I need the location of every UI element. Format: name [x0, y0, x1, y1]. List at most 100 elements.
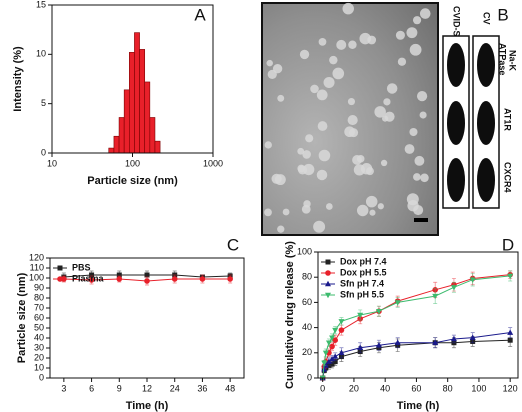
y-tick-label: 60: [302, 297, 312, 307]
x-tick-label: 20: [349, 383, 359, 393]
bar: [118, 117, 125, 154]
y-tick-label: 90: [34, 282, 44, 292]
particle: [267, 69, 277, 79]
point: [88, 277, 95, 283]
point: [357, 344, 364, 350]
legend-label: Dox pH 5.5: [340, 267, 387, 277]
legend-marker: [325, 292, 331, 299]
particle: [369, 209, 376, 216]
point: [507, 273, 514, 280]
panel-label: C: [227, 235, 239, 254]
particle: [409, 127, 418, 137]
particle: [404, 144, 415, 154]
y-tick-label: 30: [34, 342, 44, 352]
series-line: [322, 332, 511, 379]
bar: [139, 49, 146, 154]
point: [432, 339, 439, 345]
x-tick-label: 24: [170, 383, 180, 393]
x-tick-label: 0: [320, 383, 325, 393]
point: [375, 342, 382, 348]
particle: [297, 164, 306, 173]
bar: [108, 147, 115, 154]
y-tick-label: 120: [29, 252, 44, 262]
particle: [318, 149, 331, 162]
legend-label: Sfn pH 5.5: [340, 289, 384, 299]
x-tick-label: 6: [89, 383, 94, 393]
x-tick-label: 12: [142, 383, 152, 393]
particle: [303, 200, 311, 208]
x-tick-label: 48: [225, 383, 235, 393]
point: [332, 353, 339, 359]
point: [338, 319, 345, 325]
particle: [374, 106, 386, 118]
particle: [310, 84, 319, 94]
particle: [277, 94, 285, 102]
legend-marker: [325, 259, 331, 265]
point: [394, 339, 401, 345]
particle: [317, 121, 328, 131]
x-tick-label: 9: [117, 383, 122, 393]
y-tick-label: 80: [302, 272, 312, 282]
point: [144, 272, 150, 278]
y-tick-label: 15: [36, 0, 46, 9]
y-tick-label: 20: [34, 352, 44, 362]
particle: [277, 225, 285, 233]
bar: [113, 135, 120, 154]
panel-label: B: [497, 5, 508, 24]
legend-marker: [57, 265, 63, 271]
y-tick-label: 70: [34, 302, 44, 312]
particle: [342, 2, 354, 15]
y-tick-label: 0: [39, 372, 44, 382]
point: [329, 361, 335, 367]
y-tick-label: 110: [30, 262, 44, 272]
point: [450, 335, 457, 342]
y-tick-label: 60: [34, 312, 44, 322]
particle: [413, 173, 421, 181]
y-axis-label: Cumulative drug release (%): [284, 241, 296, 389]
point: [199, 276, 206, 282]
particle: [313, 220, 326, 233]
particle: [377, 203, 384, 210]
particle: [347, 97, 356, 106]
y-tick-label: 10: [34, 362, 44, 372]
y-tick-label: 5: [41, 98, 46, 108]
particle: [305, 134, 314, 143]
panel-label: D: [502, 235, 514, 254]
particle: [419, 111, 427, 119]
band: [477, 43, 495, 87]
particle: [264, 141, 272, 149]
particle: [303, 163, 315, 176]
point: [325, 340, 332, 346]
legend-marker: [325, 270, 331, 276]
x-tick-label: 36: [197, 383, 207, 393]
particle: [359, 32, 372, 45]
y-tick-label: 50: [34, 322, 44, 332]
y-tick-label: 100: [29, 272, 44, 282]
y-axis-label: Intensity (%): [12, 46, 24, 112]
point: [469, 334, 476, 340]
particle: [397, 57, 407, 66]
band: [477, 158, 495, 202]
point: [338, 349, 345, 355]
particle: [409, 43, 422, 56]
band: [447, 43, 465, 87]
y-tick-label: 80: [34, 292, 44, 302]
point: [375, 309, 382, 315]
particle: [413, 204, 424, 216]
point: [329, 335, 336, 341]
band: [477, 101, 495, 145]
point: [329, 355, 336, 362]
point: [357, 312, 364, 319]
y-tick-label: 40: [34, 332, 44, 342]
particle: [416, 90, 428, 102]
blot-bands: [447, 43, 495, 202]
lane-label: CVID-S: [452, 6, 462, 37]
point: [144, 278, 150, 284]
particle: [365, 195, 378, 208]
series-line: [322, 339, 511, 379]
point: [394, 300, 401, 306]
particle: [356, 155, 365, 163]
particle: [299, 49, 310, 60]
